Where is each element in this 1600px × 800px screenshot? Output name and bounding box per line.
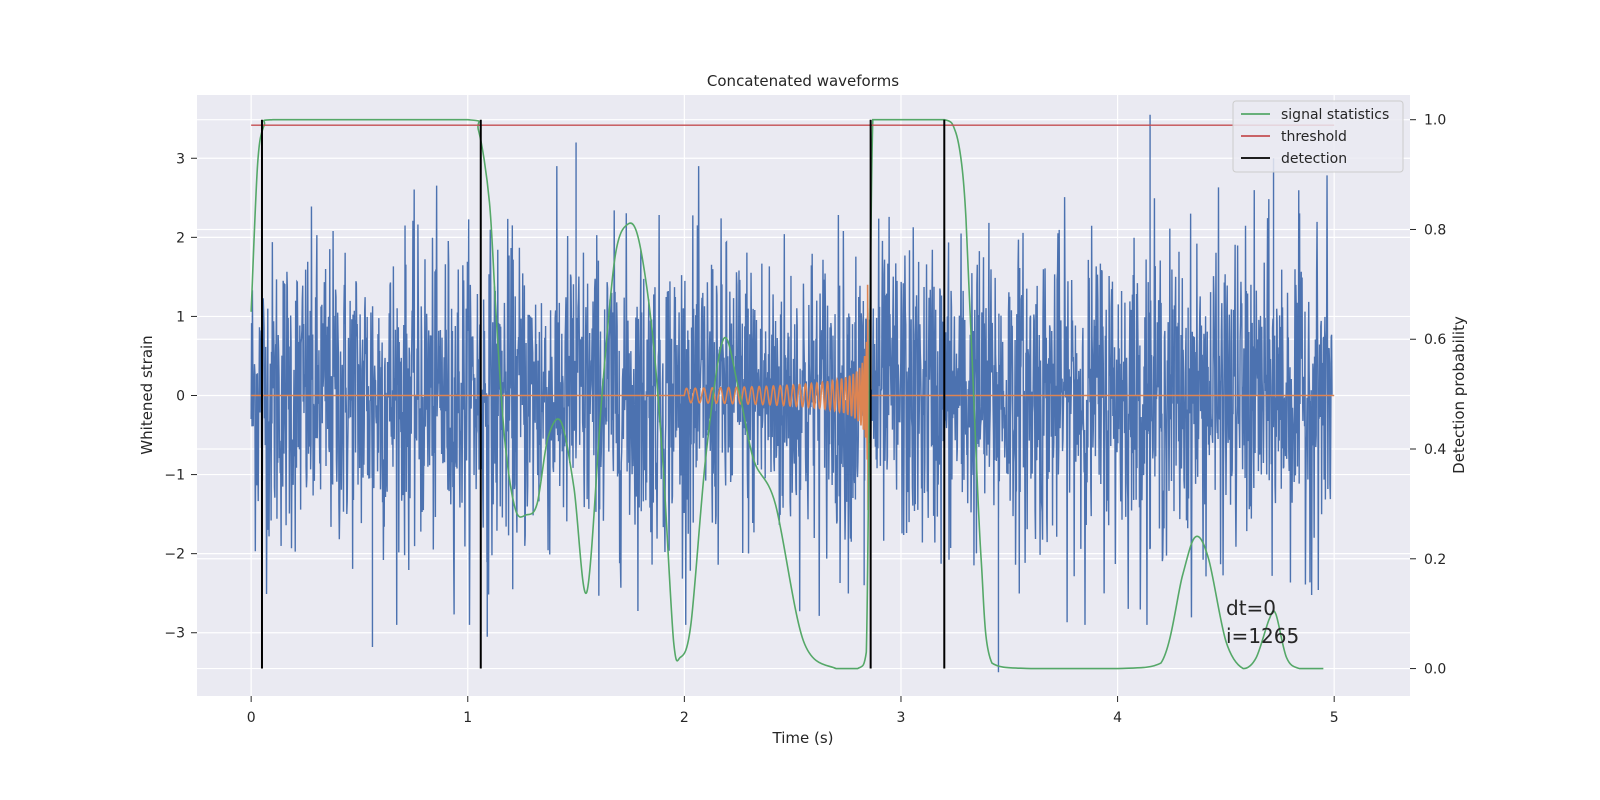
legend-label-threshold: threshold <box>1281 129 1347 145</box>
x-tick-label: 5 <box>1330 710 1339 726</box>
detection-lines <box>260 119 946 669</box>
x-axis-label: Time (s) <box>772 729 834 747</box>
y-tick-label: −1 <box>164 468 185 484</box>
y-tick-label: 1 <box>176 309 185 325</box>
x-tick-label: 4 <box>1113 710 1122 726</box>
x-tick-label: 0 <box>247 710 256 726</box>
legend-label-signal-statistics: signal statistics <box>1281 107 1389 123</box>
y-tick-label: 0 <box>176 389 185 405</box>
y-tick-label: −2 <box>164 547 185 563</box>
x-tick-label: 3 <box>897 710 906 726</box>
y-tick-label: 3 <box>176 151 185 167</box>
x-tick-label: 1 <box>463 710 472 726</box>
x-tick-label: 2 <box>680 710 689 726</box>
series-injected-signal-line <box>251 284 1335 511</box>
legend: signal statistics threshold detection <box>1232 100 1404 173</box>
annotation-dt: dt=0 <box>1226 596 1276 620</box>
y2-tick-label: 0.2 <box>1424 552 1446 568</box>
y-tick-label: −3 <box>164 626 185 642</box>
y2-tick-label: 0.8 <box>1424 222 1446 238</box>
legend-box <box>1232 100 1404 173</box>
y-tick-label: 2 <box>176 230 185 246</box>
y2-tick-label: 0.6 <box>1424 332 1446 348</box>
y-axis-label: Whitened strain <box>138 335 156 454</box>
y2-tick-label: 0.0 <box>1424 662 1446 678</box>
y2-tick-label: 1.0 <box>1424 113 1446 129</box>
series-signal-statistics-line <box>250 118 1324 670</box>
annotation-i: i=1265 <box>1226 624 1299 648</box>
axis-ticks: 0 1 2 3 4 5 −3 −2 −1 0 1 2 3 0.0 0.2 0.4 0.6 0.8 1.0 <box>164 113 1446 726</box>
chart-title: Concatenated waveforms <box>707 72 899 90</box>
legend-label-detection: detection <box>1281 151 1347 167</box>
y2-axis-label: Detection probability <box>1450 316 1468 474</box>
y2-tick-label: 0.4 <box>1424 442 1446 458</box>
